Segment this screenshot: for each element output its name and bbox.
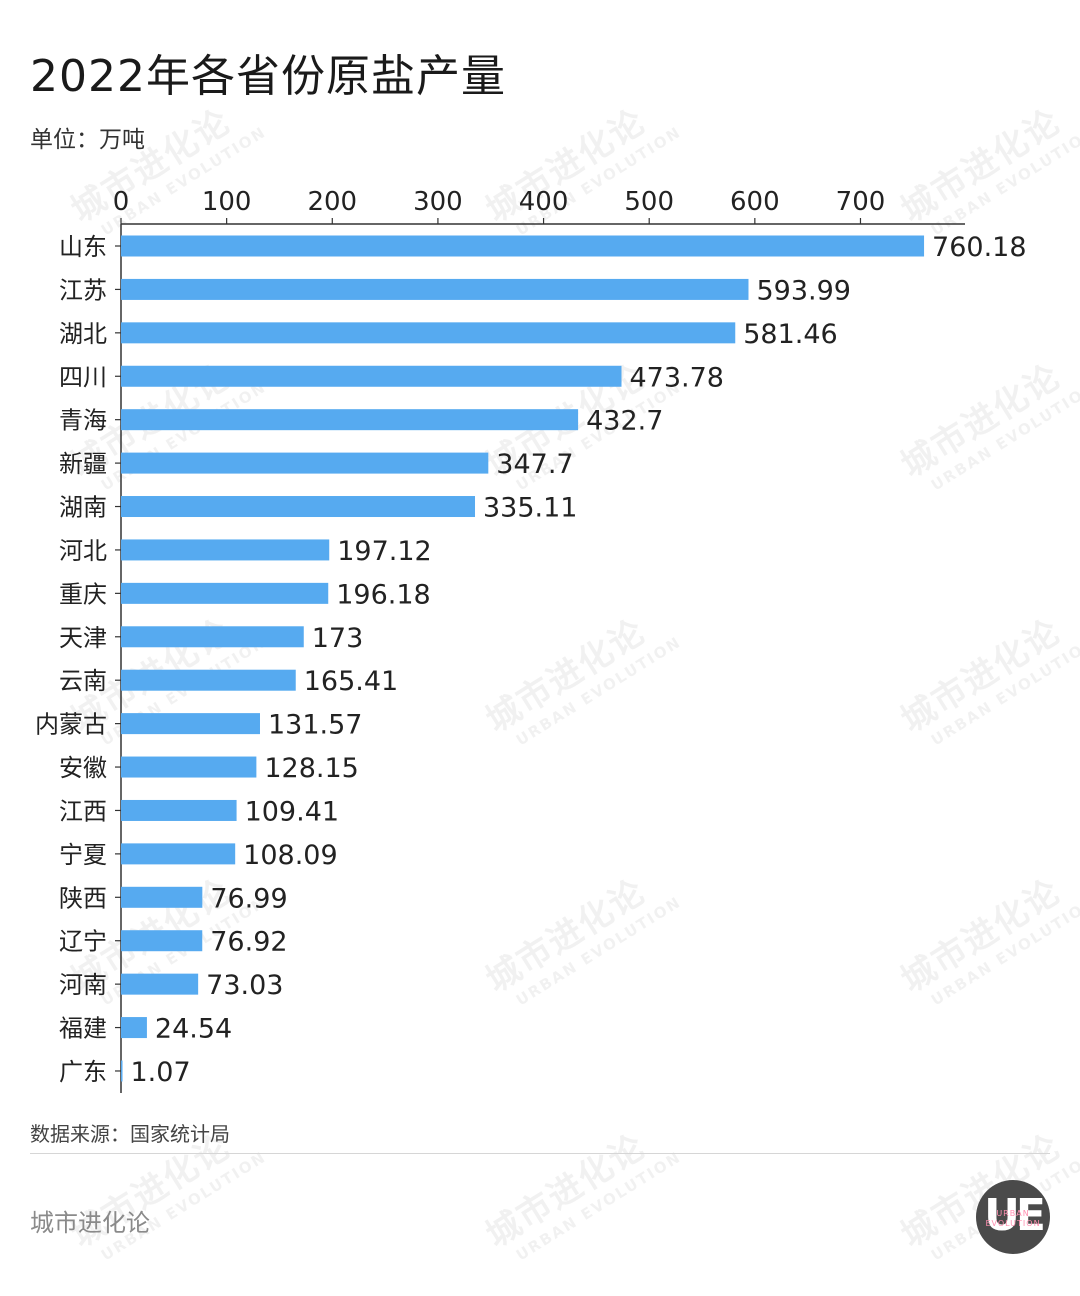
- value-label: 473.78: [630, 362, 724, 393]
- x-tick-label: 200: [307, 187, 357, 217]
- unit-label: 单位：万吨: [30, 127, 145, 153]
- value-label: 347.7: [496, 449, 573, 480]
- category-label: 内蒙古: [35, 711, 107, 739]
- category-label: 河南: [59, 971, 107, 999]
- value-label: 173: [312, 623, 364, 654]
- bar: [121, 626, 304, 648]
- value-label: 131.57: [268, 710, 362, 741]
- bar: [121, 713, 260, 735]
- value-label: 432.7: [586, 406, 663, 437]
- bar: [121, 886, 203, 908]
- bar: [121, 278, 749, 300]
- category-label: 福建: [59, 1015, 107, 1043]
- logo-text-line2: EVOLUTION: [985, 1219, 1041, 1228]
- value-label: 73.03: [206, 970, 283, 1001]
- category-label: 天津: [59, 624, 107, 652]
- category-label: 江苏: [59, 276, 107, 304]
- bar: [121, 235, 925, 257]
- x-tick-label: 700: [836, 187, 886, 217]
- brand-logo-icon: UE URBAN EVOLUTION: [976, 1180, 1050, 1254]
- category-label: 湖南: [59, 494, 107, 522]
- category-label: 新疆: [59, 450, 107, 478]
- bar: [121, 669, 296, 691]
- footer-divider: [30, 1153, 1050, 1154]
- category-label: 江西: [59, 797, 107, 825]
- bar: [121, 930, 203, 952]
- category-label: 四川: [59, 363, 107, 391]
- bar: [121, 799, 237, 821]
- bar: [121, 1017, 147, 1039]
- bar: [121, 365, 622, 387]
- bar: [121, 322, 736, 344]
- x-tick-label: 300: [413, 187, 463, 217]
- bar: [121, 1060, 123, 1082]
- x-tick-label: 0: [113, 187, 130, 217]
- x-tick-label: 600: [730, 187, 780, 217]
- bar: [121, 496, 476, 518]
- value-label: 196.18: [336, 579, 430, 610]
- category-label: 陕西: [59, 884, 107, 912]
- category-label: 湖北: [59, 320, 107, 348]
- value-label: 165.41: [304, 666, 398, 697]
- value-label: 76.92: [210, 927, 287, 958]
- bar: [121, 756, 257, 778]
- watermark-cn: 城市进化论: [479, 1126, 654, 1256]
- logo-letters: UE: [984, 1190, 1046, 1241]
- category-label: 云南: [59, 667, 107, 695]
- data-source: 数据来源：国家统计局: [30, 1122, 230, 1146]
- category-label: 山东: [59, 233, 107, 261]
- bar: [121, 973, 199, 995]
- value-label: 24.54: [155, 1014, 232, 1045]
- value-label: 128.15: [264, 753, 358, 784]
- category-label: 青海: [59, 407, 107, 435]
- bar: [121, 843, 236, 865]
- value-label: 760.18: [932, 232, 1026, 263]
- footer-brand: 城市进化论: [30, 1209, 150, 1237]
- x-tick-label: 500: [624, 187, 674, 217]
- value-label: 109.41: [245, 796, 339, 827]
- bar: [121, 539, 330, 561]
- bar: [121, 582, 329, 604]
- x-tick-label: 400: [519, 187, 569, 217]
- logo-text-line1: URBAN: [996, 1209, 1030, 1218]
- bar: [121, 452, 489, 474]
- category-label: 安徽: [59, 754, 107, 782]
- category-label: 辽宁: [59, 928, 107, 956]
- bar: [121, 409, 579, 431]
- value-label: 197.12: [337, 536, 431, 567]
- chart-title: 2022年各省份原盐产量: [30, 51, 506, 102]
- value-label: 108.09: [243, 840, 337, 871]
- category-label: 重庆: [59, 580, 107, 608]
- watermark-en: URBAN EVOLUTION: [512, 1147, 685, 1265]
- x-tick-label: 100: [202, 187, 252, 217]
- value-label: 581.46: [743, 319, 837, 350]
- category-label: 广东: [59, 1058, 107, 1086]
- value-label: 76.99: [210, 883, 287, 914]
- value-label: 593.99: [756, 275, 850, 306]
- value-label: 1.07: [131, 1057, 191, 1088]
- category-label: 宁夏: [59, 841, 107, 869]
- value-label: 335.11: [483, 493, 577, 524]
- category-label: 河北: [59, 537, 107, 565]
- bar-chart: 0 100 200 300 400 500 600 700 山东 760.18 江苏 593.99 湖北…: [35, 187, 1027, 1093]
